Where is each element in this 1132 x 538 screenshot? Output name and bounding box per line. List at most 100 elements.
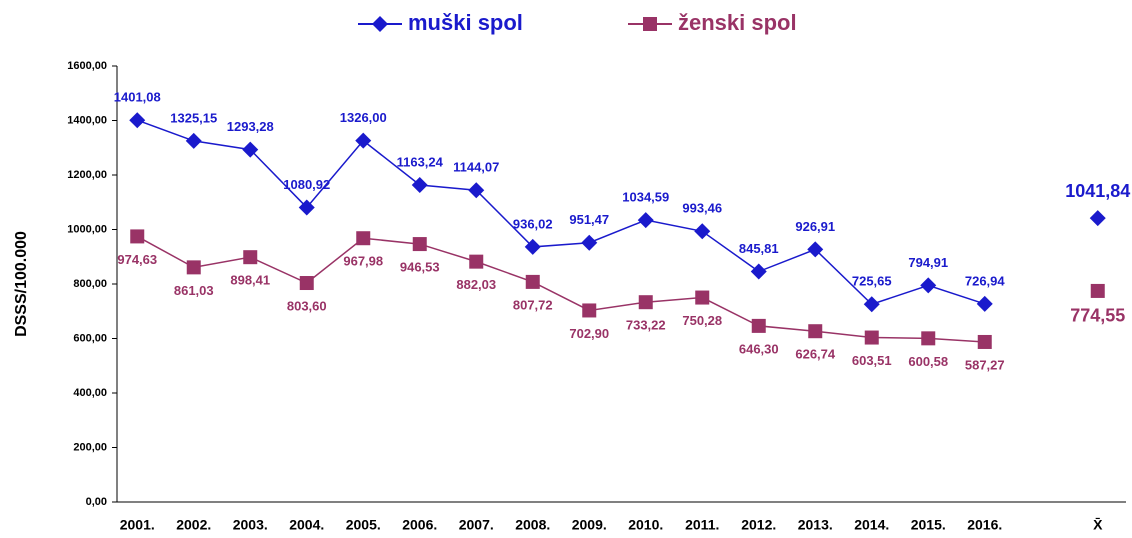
marker bbox=[411, 177, 428, 194]
marker bbox=[185, 132, 202, 149]
data-label: 600,58 bbox=[908, 354, 948, 369]
series-line bbox=[137, 236, 1098, 342]
marker bbox=[524, 238, 541, 255]
data-label: 587,27 bbox=[965, 357, 1005, 372]
data-label: 646,30 bbox=[739, 341, 779, 356]
marker bbox=[468, 182, 485, 199]
data-label: 882,03 bbox=[456, 277, 496, 292]
x-tick-label: X̄ bbox=[1093, 516, 1103, 533]
marker bbox=[130, 229, 145, 244]
x-tick-label: 2011. bbox=[685, 517, 719, 533]
data-label: 1034,59 bbox=[622, 190, 669, 205]
x-tick-label: 2002. bbox=[176, 517, 211, 533]
marker bbox=[129, 112, 146, 129]
data-label: 725,65 bbox=[852, 274, 892, 289]
marker bbox=[807, 241, 824, 258]
data-label: 726,94 bbox=[965, 273, 1006, 288]
marker bbox=[638, 295, 653, 310]
marker bbox=[242, 141, 259, 158]
marker bbox=[186, 260, 201, 275]
marker bbox=[243, 250, 258, 265]
x-tick-label: 2012. bbox=[741, 517, 776, 533]
y-tick-label: 1600,00 bbox=[67, 60, 107, 72]
y-tick-label: 1400,00 bbox=[67, 114, 107, 126]
data-label: 1041,84 bbox=[1065, 181, 1130, 201]
y-tick-label: 1200,00 bbox=[67, 169, 107, 181]
x-tick-label: 2004. bbox=[289, 517, 324, 533]
marker bbox=[1090, 283, 1105, 298]
data-label: 967,98 bbox=[343, 254, 383, 269]
marker bbox=[750, 263, 767, 280]
data-label: 1163,24 bbox=[397, 154, 444, 169]
marker bbox=[976, 295, 993, 312]
data-label: 861,03 bbox=[174, 283, 214, 298]
data-label: 936,02 bbox=[513, 216, 553, 231]
data-label: 702,90 bbox=[569, 326, 609, 341]
data-label: 807,72 bbox=[513, 297, 553, 312]
marker bbox=[1089, 210, 1106, 227]
x-tick-label: 2007. bbox=[459, 517, 494, 533]
x-tick-label: 2001. bbox=[120, 517, 155, 533]
y-tick-label: 600,00 bbox=[73, 332, 107, 344]
marker bbox=[920, 277, 937, 294]
x-tick-label: 2013. bbox=[798, 517, 833, 533]
data-label: 898,41 bbox=[230, 273, 270, 288]
data-label: 1401,08 bbox=[114, 90, 161, 105]
y-tick-label: 400,00 bbox=[73, 387, 107, 399]
legend-label: muški spol bbox=[408, 10, 523, 35]
x-tick-label: 2005. bbox=[346, 517, 381, 533]
data-label: 946,53 bbox=[400, 260, 440, 275]
x-tick-label: 2014. bbox=[854, 517, 889, 533]
data-label: 803,60 bbox=[287, 298, 327, 313]
marker bbox=[921, 331, 936, 346]
marker bbox=[525, 274, 540, 289]
y-tick-label: 1000,00 bbox=[67, 223, 107, 235]
marker bbox=[299, 276, 314, 291]
marker bbox=[863, 296, 880, 313]
data-label: 926,91 bbox=[795, 219, 835, 234]
data-label: 626,74 bbox=[795, 347, 836, 362]
marker bbox=[694, 223, 711, 240]
marker bbox=[469, 254, 484, 269]
data-label: 1326,00 bbox=[340, 110, 387, 125]
data-label: 794,91 bbox=[908, 255, 948, 270]
marker bbox=[751, 318, 766, 333]
y-tick-label: 200,00 bbox=[73, 441, 107, 453]
x-tick-label: 2009. bbox=[572, 517, 607, 533]
data-label: 1325,15 bbox=[170, 110, 217, 125]
x-tick-label: 2008. bbox=[515, 517, 550, 533]
data-label: 845,81 bbox=[739, 241, 779, 256]
data-label: 733,22 bbox=[626, 318, 666, 333]
x-tick-label: 2016. bbox=[967, 517, 1002, 533]
data-label: 750,28 bbox=[682, 313, 722, 328]
marker bbox=[581, 234, 598, 251]
marker bbox=[977, 334, 992, 349]
data-label: 974,63 bbox=[117, 252, 157, 267]
legend-label: ženski spol bbox=[678, 10, 797, 35]
marker bbox=[298, 199, 315, 216]
data-label: 1293,28 bbox=[227, 119, 274, 134]
marker bbox=[582, 303, 597, 318]
y-tick-label: 0,00 bbox=[86, 496, 107, 508]
data-label: 774,55 bbox=[1070, 306, 1125, 326]
data-label: 951,47 bbox=[569, 212, 609, 227]
marker bbox=[412, 237, 427, 252]
x-tick-label: 2006. bbox=[402, 517, 437, 533]
data-label: 993,46 bbox=[682, 201, 722, 216]
x-tick-label: 2010. bbox=[628, 517, 663, 533]
marker bbox=[808, 324, 823, 339]
series-line bbox=[137, 120, 1098, 304]
marker bbox=[695, 290, 710, 305]
data-label: 1144,07 bbox=[453, 160, 499, 175]
marker bbox=[355, 132, 372, 149]
data-label: 1080,92 bbox=[283, 177, 330, 192]
marker bbox=[356, 231, 371, 246]
legend-marker bbox=[643, 17, 657, 31]
legend-marker bbox=[372, 16, 388, 32]
y-axis-title: DSSS/100.000 bbox=[13, 231, 30, 337]
marker bbox=[637, 212, 654, 229]
marker bbox=[864, 330, 879, 345]
x-tick-label: 2003. bbox=[233, 517, 268, 533]
y-tick-label: 800,00 bbox=[73, 278, 107, 290]
